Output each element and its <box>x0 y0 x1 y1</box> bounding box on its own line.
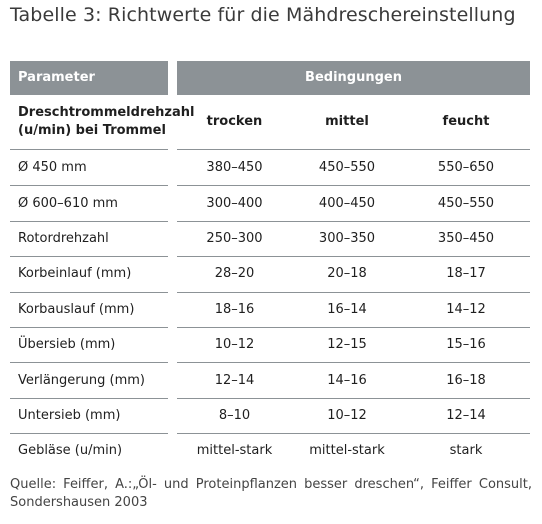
divider <box>177 256 530 258</box>
divider <box>10 327 168 328</box>
subheader-row: Dreschtrommeldrehzahl (u/min) bei Tromme… <box>10 95 530 148</box>
divider <box>10 362 168 364</box>
row-value-feucht: 18–17 <box>446 266 486 282</box>
row-value-feucht: 16–18 <box>446 372 486 388</box>
row-value-feucht: 350–450 <box>437 230 495 246</box>
row-value-mittel: 300–350 <box>318 230 376 246</box>
row-value-feucht: 550–650 <box>437 160 495 176</box>
divider <box>10 256 168 258</box>
row-param: Ø 450 mm <box>18 160 87 176</box>
row-param: Gebläse (u/min) <box>18 443 123 459</box>
row-value-mittel: 16–14 <box>327 301 367 317</box>
table-row: Korbeinlauf (mm) 28–20 20–18 18–17 <box>10 256 530 291</box>
divider <box>177 291 530 293</box>
table-row: Gebläse (u/min) mittel-stark mittel-stark s… <box>10 433 530 468</box>
row-value-trocken: 10–12 <box>214 337 255 353</box>
row-value-mittel: 12–15 <box>327 337 367 353</box>
divider <box>10 433 168 435</box>
subheader-label: Dreschtrommeldrehzahl (u/min) bei Tromme… <box>18 104 195 138</box>
table-row: Ø 450 mm 380–450 450–550 550–650 <box>10 150 530 185</box>
col-mittel: mittel <box>325 114 369 129</box>
divider <box>10 149 168 150</box>
table-row: Rotordrehzahl 250–300 300–350 350–450 <box>10 221 530 256</box>
divider <box>177 327 530 328</box>
row-value-mittel: 450–550 <box>318 160 376 176</box>
row-value-trocken: 18–16 <box>214 301 255 317</box>
row-value-trocken: 250–300 <box>206 230 263 246</box>
table-row: Korbauslauf (mm) 18–16 16–14 14–12 <box>10 292 530 327</box>
col-feucht: feucht <box>442 114 490 129</box>
divider <box>10 397 168 399</box>
col-trocken: trocken <box>206 114 263 129</box>
row-value-feucht: 450–550 <box>437 195 495 211</box>
row-param: Untersieb (mm) <box>18 407 121 423</box>
divider <box>177 362 530 364</box>
header-parameter: Parameter <box>10 61 168 95</box>
row-value-mittel: 400–450 <box>318 195 376 211</box>
divider <box>177 149 530 150</box>
row-param: Korbauslauf (mm) <box>18 301 135 317</box>
row-value-feucht: 12–14 <box>446 407 486 423</box>
row-value-trocken: 8–10 <box>218 407 251 423</box>
row-value-trocken: mittel-stark <box>196 443 273 459</box>
divider <box>177 220 530 222</box>
table-row: Übersieb (mm) 10–12 12–15 15–16 <box>10 327 530 362</box>
row-value-feucht: 14–12 <box>446 301 486 317</box>
row-value-mittel: mittel-stark <box>309 443 385 459</box>
row-value-mittel: 14–16 <box>327 372 367 388</box>
row-value-trocken: 380–450 <box>206 160 263 176</box>
row-param: Korbeinlauf (mm) <box>18 266 132 282</box>
source-note: Quelle: Feiffer, A.:„Öl- und Proteinpfla… <box>10 477 532 510</box>
row-value-feucht: 15–16 <box>446 337 486 353</box>
row-value-mittel: 10–12 <box>327 407 367 423</box>
row-param: Ø 600–610 mm <box>18 195 118 211</box>
row-value-mittel: 20–18 <box>327 266 367 282</box>
table-row: Verlängerung (mm) 12–14 14–16 16–18 <box>10 362 530 397</box>
divider <box>10 291 168 293</box>
divider <box>10 220 168 222</box>
row-value-trocken: 28–20 <box>214 266 255 282</box>
divider <box>177 433 530 435</box>
row-param: Rotordrehzahl <box>18 230 109 246</box>
table-row: Ø 600–610 mm 300–400 400–450 450–550 <box>10 185 530 220</box>
table-row: Untersieb (mm) 8–10 10–12 12–14 <box>10 398 530 433</box>
row-value-trocken: 300–400 <box>206 195 263 211</box>
header-conditions: Bedingungen <box>177 61 530 95</box>
row-param: Übersieb (mm) <box>18 337 116 353</box>
divider <box>177 185 530 187</box>
divider <box>177 397 530 399</box>
row-value-trocken: 12–14 <box>214 372 255 388</box>
row-param: Verlängerung (mm) <box>18 372 145 388</box>
row-value-feucht: stark <box>449 443 483 459</box>
table-title: Tabelle 3: Richtwerte für die Mähdresche… <box>10 4 516 26</box>
divider <box>10 185 168 187</box>
